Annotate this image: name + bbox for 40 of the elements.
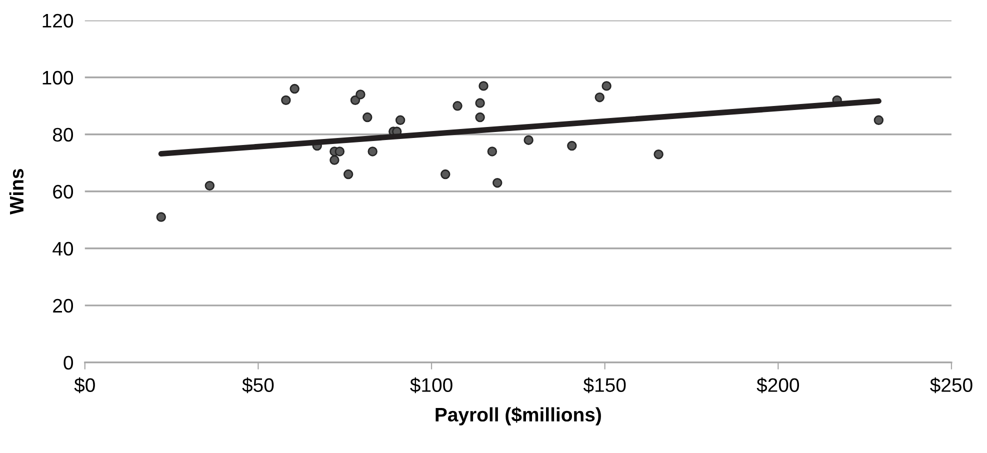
- point: [204, 180, 215, 191]
- point: [487, 146, 498, 156]
- point: [602, 81, 612, 91]
- point: [362, 112, 372, 122]
- y-axis-title: Wins: [9, 169, 24, 215]
- y-tick-label: 0: [64, 356, 74, 370]
- point: [343, 169, 354, 180]
- point: [452, 101, 462, 111]
- point: [475, 98, 485, 108]
- x-tick-label: $150: [583, 377, 626, 394]
- point: [874, 115, 884, 125]
- point: [440, 169, 450, 180]
- point: [654, 149, 664, 160]
- y-tick-label: 20: [53, 298, 74, 313]
- point: [492, 178, 502, 188]
- point: [594, 92, 604, 102]
- point: [290, 84, 300, 94]
- x-axis-title: Payroll ($millions): [436, 406, 601, 426]
- y-tick-label: 100: [42, 70, 74, 85]
- point: [395, 115, 406, 125]
- point: [567, 140, 577, 151]
- x-tick-label: $0: [74, 377, 95, 394]
- x-tick-label: $50: [242, 377, 274, 394]
- x-tick-label: $100: [410, 377, 452, 394]
- point: [356, 90, 366, 100]
- y-tick-label: 60: [53, 184, 74, 199]
- point: [524, 135, 534, 145]
- point: [475, 112, 485, 122]
- point: [330, 155, 340, 165]
- point: [281, 95, 291, 106]
- point: [334, 146, 345, 156]
- x-tick-label: $250: [930, 377, 972, 394]
- point: [478, 81, 488, 91]
- point: [368, 146, 378, 156]
- y-tick-label: 80: [52, 128, 74, 142]
- point: [350, 95, 360, 106]
- y-tick-label: 40: [52, 242, 74, 256]
- y-tick-label: 120: [42, 14, 74, 28]
- x-tick-label: $200: [756, 377, 800, 394]
- point: [156, 212, 166, 222]
